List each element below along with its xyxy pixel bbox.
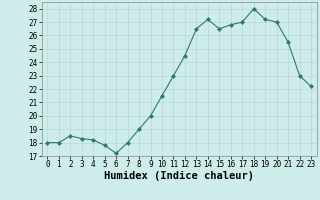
X-axis label: Humidex (Indice chaleur): Humidex (Indice chaleur): [104, 171, 254, 181]
